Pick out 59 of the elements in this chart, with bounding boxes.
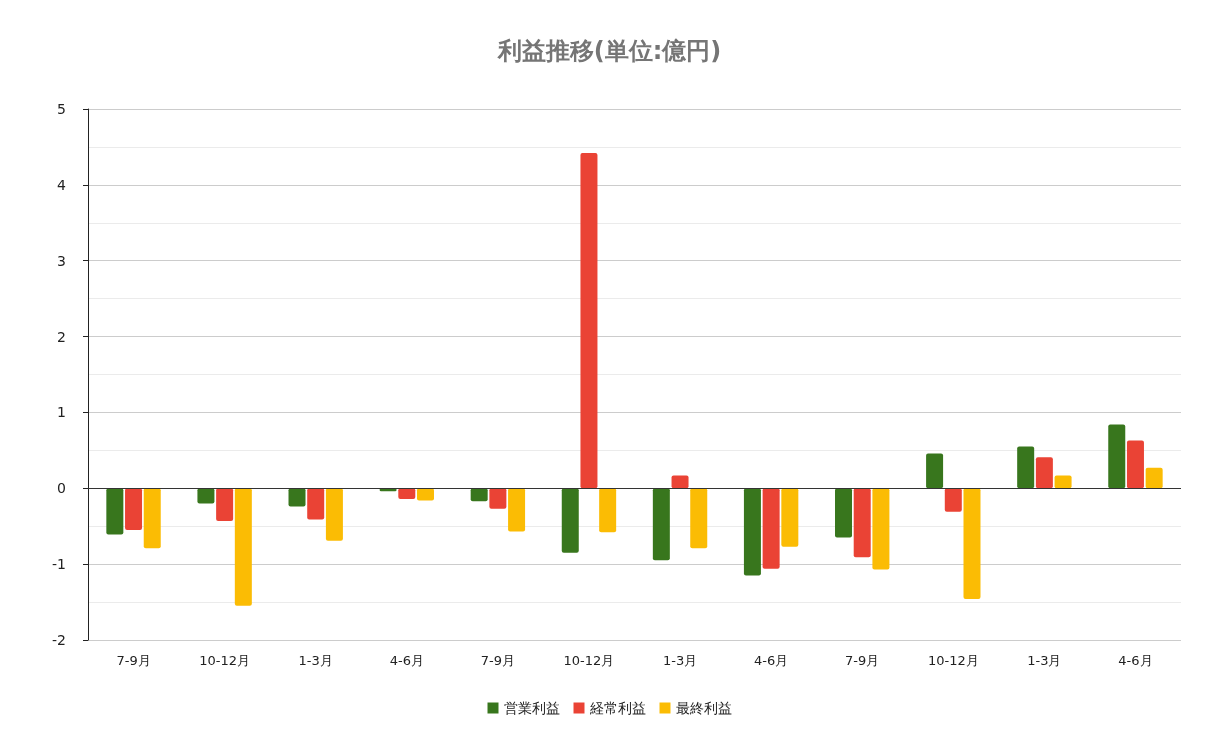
bar [307,488,325,520]
y-tick-label: 5 [57,101,66,117]
bar [143,488,161,549]
legend-label: 営業利益 [503,700,560,716]
x-tick-label: 4-6月 [1118,653,1153,668]
bar [599,488,617,533]
x-tick-label: 7-9月 [845,653,880,668]
bar [690,488,708,549]
bar [106,488,124,535]
x-tick-label: 10-12月 [563,653,615,668]
bar [743,488,761,576]
bar [234,488,252,606]
legend-label: 最終利益 [675,700,732,716]
bar [652,488,670,561]
bar [197,488,215,504]
y-tick-label: 2 [57,328,66,345]
x-tick-label: 4-6月 [389,653,424,668]
bar [926,453,944,489]
bar [963,488,981,600]
bar [470,488,488,502]
bar [1145,467,1163,489]
bar [398,488,416,499]
bar [580,153,598,489]
bar [489,488,507,509]
bar [1108,424,1126,489]
bar [872,488,890,570]
bar [671,475,689,489]
bar [325,488,343,541]
bar [125,488,143,531]
bar [561,488,579,553]
x-tick-label: 7-9月 [116,653,151,668]
bar [416,488,434,501]
x-tick-label: 1-3月 [1027,653,1062,668]
bar [781,488,799,547]
y-tick-label: -2 [52,632,66,648]
y-tick-label: 4 [57,176,67,193]
chart-title: 利益推移(単位:億円) [496,37,722,65]
bar [216,488,234,521]
bar [835,488,853,538]
bar [944,488,962,512]
x-tick-label: 1-3月 [298,653,333,668]
x-tick-label: 7-9月 [480,653,515,668]
bar [1017,446,1035,489]
x-tick-label: 10-12月 [927,653,979,668]
bar [1035,457,1053,489]
bar [508,488,526,532]
x-tick-label: 1-3月 [662,653,698,668]
bar [1054,475,1072,489]
bar [1126,440,1144,489]
y-tick-label: 3 [57,252,66,269]
y-tick-label: -1 [52,556,66,573]
bar [288,488,306,507]
x-tick-label: 10-12月 [199,653,251,668]
y-tick-label: 1 [57,404,66,421]
y-tick-label: 0 [57,480,66,497]
legend-label: 経常利益 [588,700,646,716]
x-tick-label: 4-6月 [754,653,789,668]
bar [853,488,871,558]
bar [762,488,780,569]
